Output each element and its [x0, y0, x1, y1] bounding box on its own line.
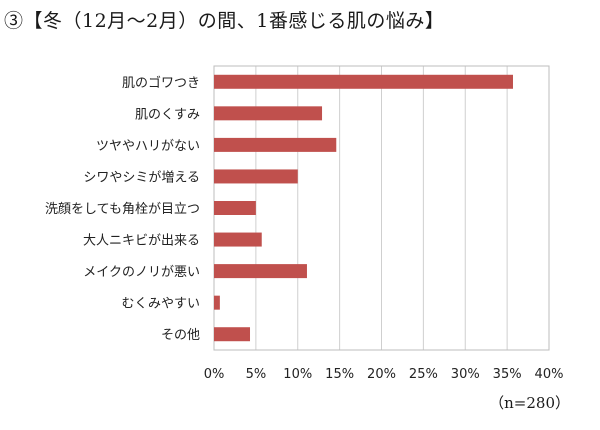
category-label: シワやシミが増える — [83, 170, 200, 185]
x-tick-label: 35% — [493, 367, 522, 382]
bar — [214, 106, 323, 121]
x-tick-label: 5% — [246, 367, 267, 382]
category-label: 洗顔をしても角栓が目立つ — [45, 202, 200, 217]
bar — [214, 74, 513, 89]
x-tick-label: 25% — [409, 367, 438, 382]
sample-size-note: （n=280） — [489, 394, 570, 412]
bar — [214, 264, 307, 279]
category-label: 大人ニキビが出来る — [83, 234, 200, 249]
bar — [214, 295, 220, 310]
bar — [214, 327, 251, 342]
bar — [214, 137, 337, 152]
category-label: 肌のくすみ — [135, 107, 200, 122]
category-label: メイクのノリが悪い — [83, 265, 200, 280]
chart-title: ③【冬（12月～2月）の間、1番感じる肌の悩み】 — [4, 10, 445, 32]
bar — [214, 169, 298, 184]
bar-layer — [214, 74, 513, 342]
x-tick-label: 0% — [204, 367, 225, 382]
x-tick-label: 10% — [283, 367, 312, 382]
x-tick-label: 15% — [325, 367, 354, 382]
bar — [214, 201, 256, 215]
category-label: 肌のゴワつき — [122, 75, 200, 91]
x-tick-label: 40% — [535, 367, 564, 382]
x-tick-label: 30% — [451, 367, 480, 382]
category-label: ツヤやハリがない — [96, 139, 200, 154]
category-labels: 肌のゴワつき肌のくすみツヤやハリがないシワやシミが増える洗顔をしても角栓が目立つ… — [45, 75, 200, 343]
bar — [214, 232, 262, 247]
category-label: むくみやすい — [121, 297, 200, 312]
x-tick-label: 20% — [367, 367, 396, 382]
category-label: その他 — [161, 328, 200, 343]
x-tick-labels: 0% 5% 10% 15% 20% 25% 30% 35% 40% — [204, 367, 564, 382]
